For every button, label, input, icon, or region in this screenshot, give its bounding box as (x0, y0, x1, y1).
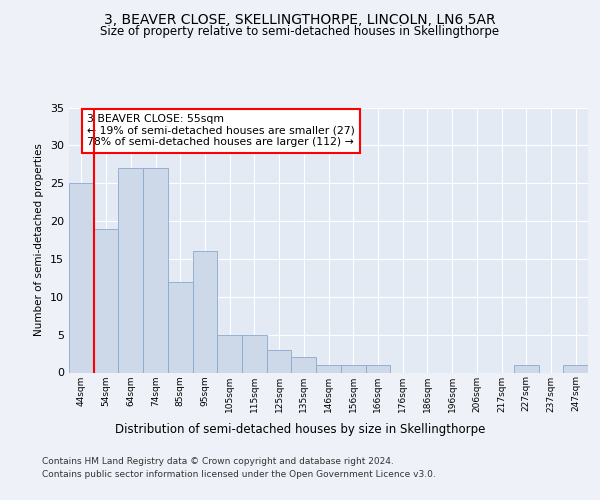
Text: Size of property relative to semi-detached houses in Skellingthorpe: Size of property relative to semi-detach… (100, 25, 500, 38)
Bar (292, 358, 316, 372)
Text: 3 BEAVER CLOSE: 55sqm
← 19% of semi-detached houses are smaller (27)
78% of semi: 3 BEAVER CLOSE: 55sqm ← 19% of semi-deta… (87, 114, 355, 148)
Bar (168, 282, 193, 372)
Bar (365, 365, 390, 372)
Text: 3, BEAVER CLOSE, SKELLINGTHORPE, LINCOLN, LN6 5AR: 3, BEAVER CLOSE, SKELLINGTHORPE, LINCOLN… (104, 12, 496, 26)
Bar (341, 365, 365, 372)
Bar (242, 334, 267, 372)
Bar (118, 168, 143, 372)
Bar (217, 334, 242, 372)
Bar (143, 168, 168, 372)
Text: Contains public sector information licensed under the Open Government Licence v3: Contains public sector information licen… (42, 470, 436, 479)
Bar (193, 252, 217, 372)
Y-axis label: Number of semi-detached properties: Number of semi-detached properties (34, 144, 44, 336)
Bar (563, 365, 588, 372)
Bar (69, 183, 94, 372)
Text: Contains HM Land Registry data © Crown copyright and database right 2024.: Contains HM Land Registry data © Crown c… (42, 458, 394, 466)
Bar (514, 365, 539, 372)
Bar (267, 350, 292, 372)
Text: Distribution of semi-detached houses by size in Skellingthorpe: Distribution of semi-detached houses by … (115, 422, 485, 436)
Bar (316, 365, 341, 372)
Bar (94, 228, 118, 372)
